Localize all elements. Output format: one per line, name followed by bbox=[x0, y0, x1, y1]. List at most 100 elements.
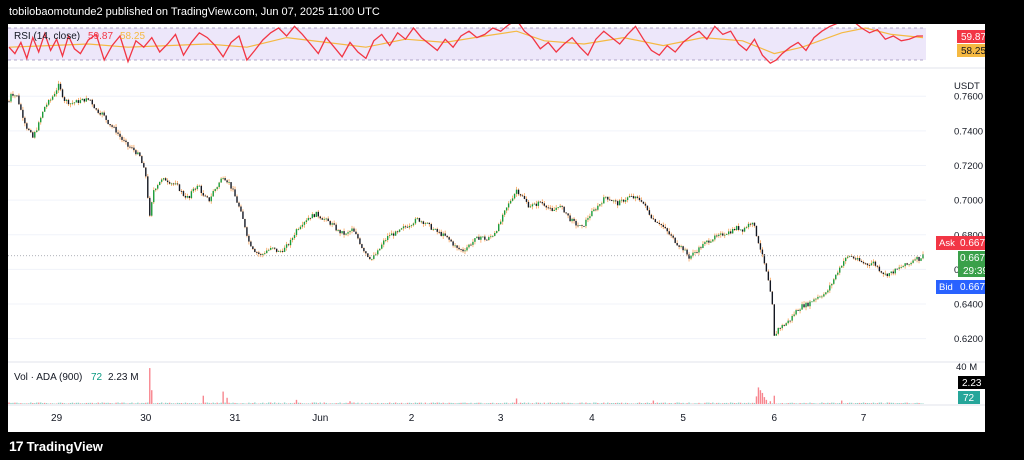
candle-body bbox=[351, 228, 353, 232]
candle-body bbox=[234, 189, 236, 197]
chart-svg[interactable]: RSI (14, close) 59.87 58.25 USDT 0.7600 0… bbox=[8, 24, 985, 432]
volume-bar bbox=[577, 403, 579, 404]
volume-bar bbox=[176, 402, 179, 404]
candle-body bbox=[747, 223, 750, 228]
volume-bar bbox=[595, 402, 597, 404]
candle-body bbox=[486, 239, 488, 241]
volume-bar bbox=[848, 402, 851, 404]
volume-bar bbox=[192, 403, 195, 404]
candle-body bbox=[714, 235, 716, 240]
candle-body bbox=[561, 205, 563, 207]
time-axis[interactable]: 29 30 31 Jun 2 3 4 5 6 7 bbox=[51, 413, 867, 424]
candle-body bbox=[363, 248, 365, 252]
candle-body bbox=[408, 225, 411, 228]
volume-bar bbox=[339, 402, 341, 404]
candle-body bbox=[892, 271, 894, 274]
candle-body bbox=[918, 256, 920, 261]
volume-bar bbox=[837, 403, 839, 404]
volume-bar bbox=[71, 402, 74, 404]
rsi-line bbox=[8, 24, 923, 65]
volume-bar bbox=[624, 402, 627, 404]
volume-bar bbox=[49, 403, 52, 404]
candle-body bbox=[206, 196, 208, 198]
volume-bar bbox=[664, 402, 666, 404]
candle-body bbox=[751, 222, 754, 225]
candle-body bbox=[34, 132, 36, 138]
svg-text:72: 72 bbox=[963, 393, 975, 404]
volume-bar bbox=[745, 403, 748, 404]
volume-bar bbox=[36, 402, 38, 404]
svg-text:59.87: 59.87 bbox=[961, 32, 985, 43]
volume-bar bbox=[708, 402, 710, 404]
candle-body bbox=[262, 253, 264, 255]
volume-bar bbox=[252, 403, 254, 404]
volume-bar bbox=[537, 402, 540, 404]
candle-body bbox=[607, 196, 609, 200]
candle-body bbox=[8, 101, 10, 103]
volume-bar bbox=[813, 403, 815, 404]
candle-body bbox=[898, 267, 900, 269]
candle-body bbox=[55, 90, 58, 94]
volume-bar bbox=[694, 403, 696, 404]
candle-body bbox=[642, 201, 645, 204]
volume-bar bbox=[773, 395, 775, 404]
volume-bar bbox=[260, 403, 262, 404]
volume-bar bbox=[579, 402, 581, 404]
candle-body bbox=[525, 198, 528, 202]
time-tick-label: Jun bbox=[312, 413, 328, 424]
candle-body bbox=[119, 133, 121, 137]
candle-body bbox=[184, 195, 187, 198]
candle-body bbox=[313, 214, 316, 217]
volume-bar bbox=[769, 401, 772, 404]
volume-bar bbox=[755, 396, 758, 404]
volume-bar bbox=[918, 402, 920, 404]
volume-bar bbox=[143, 403, 145, 404]
candle-body bbox=[854, 258, 857, 260]
tradingview-logo[interactable]: 17 TradingView bbox=[9, 438, 103, 454]
volume-bar bbox=[174, 403, 177, 404]
candle-body bbox=[601, 203, 603, 205]
candle-body bbox=[696, 252, 698, 253]
candle-body bbox=[381, 244, 383, 249]
volume-bar bbox=[353, 402, 355, 404]
volume-bar bbox=[355, 403, 357, 404]
candle-body bbox=[248, 235, 250, 242]
candle-body bbox=[277, 251, 280, 252]
candle-body bbox=[311, 214, 314, 219]
candle-body bbox=[20, 104, 22, 110]
candle-body bbox=[862, 262, 865, 264]
volume-bar bbox=[12, 402, 14, 404]
volume-bar bbox=[420, 402, 423, 404]
volume-bar bbox=[115, 402, 117, 404]
volume-bar bbox=[204, 402, 206, 404]
rsi-value-tag: 59.87 bbox=[957, 30, 985, 43]
candle-body bbox=[137, 152, 139, 155]
header-bar: tobilobaomotunde2 published on TradingVi… bbox=[0, 0, 1024, 24]
candle-body bbox=[920, 258, 922, 261]
chart-area[interactable]: RSI (14, close) 59.87 58.25 USDT 0.7600 0… bbox=[8, 24, 985, 432]
volume-bar bbox=[835, 403, 837, 404]
volume-bar bbox=[383, 403, 385, 404]
candle-body bbox=[196, 185, 199, 190]
rsi-ma-line bbox=[8, 27, 924, 55]
candle-body bbox=[214, 189, 216, 191]
candle-body bbox=[496, 231, 498, 233]
candle-body bbox=[125, 140, 127, 143]
volume-bar bbox=[333, 403, 335, 404]
svg-text:58.25: 58.25 bbox=[961, 46, 985, 57]
volume-bar bbox=[135, 403, 137, 404]
volume-bar bbox=[898, 403, 900, 404]
candle-body bbox=[220, 178, 222, 183]
volume-bar bbox=[145, 402, 147, 404]
volume-bar bbox=[486, 403, 488, 404]
volume-bar bbox=[89, 402, 91, 404]
price-axis[interactable]: 0.76000.74000.72000.70000.68000.66000.64… bbox=[954, 92, 983, 345]
candle-body bbox=[710, 241, 712, 243]
volume-bar bbox=[319, 402, 321, 404]
volume-bar bbox=[474, 402, 476, 404]
candle-body bbox=[626, 197, 629, 201]
volume-bar bbox=[811, 403, 813, 404]
volume-bar bbox=[168, 402, 171, 404]
volume-bar bbox=[105, 402, 107, 404]
candle-body bbox=[755, 225, 758, 237]
